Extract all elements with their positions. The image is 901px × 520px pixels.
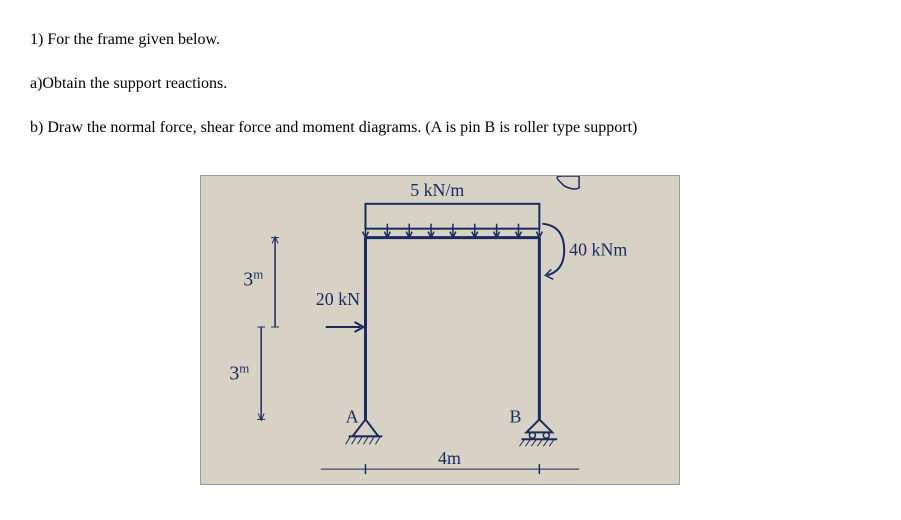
problem-line-2: a)Obtain the support reactions. xyxy=(30,64,871,104)
support-b-label: B xyxy=(510,406,522,426)
problem-statement: 1) For the frame given below. a)Obtain t… xyxy=(30,20,871,148)
dim-horizontal: 4m xyxy=(438,448,461,468)
moment-label: 40 kNm xyxy=(569,239,627,259)
diagram-svg: 5 kN/m 40 kNm 20 kN xyxy=(201,176,679,484)
frame-diagram: 5 kN/m 40 kNm 20 kN xyxy=(200,175,680,485)
dist-load-label: 5 kN/m xyxy=(410,180,464,200)
dim-lower: 3m xyxy=(229,360,249,384)
support-a-label: A xyxy=(346,406,359,426)
point-load-label: 20 kN xyxy=(316,289,360,309)
problem-line-1: 1) For the frame given below. xyxy=(30,20,871,60)
problem-line-3: b) Draw the normal force, shear force an… xyxy=(30,108,871,148)
dim-upper: 3m xyxy=(243,266,263,291)
